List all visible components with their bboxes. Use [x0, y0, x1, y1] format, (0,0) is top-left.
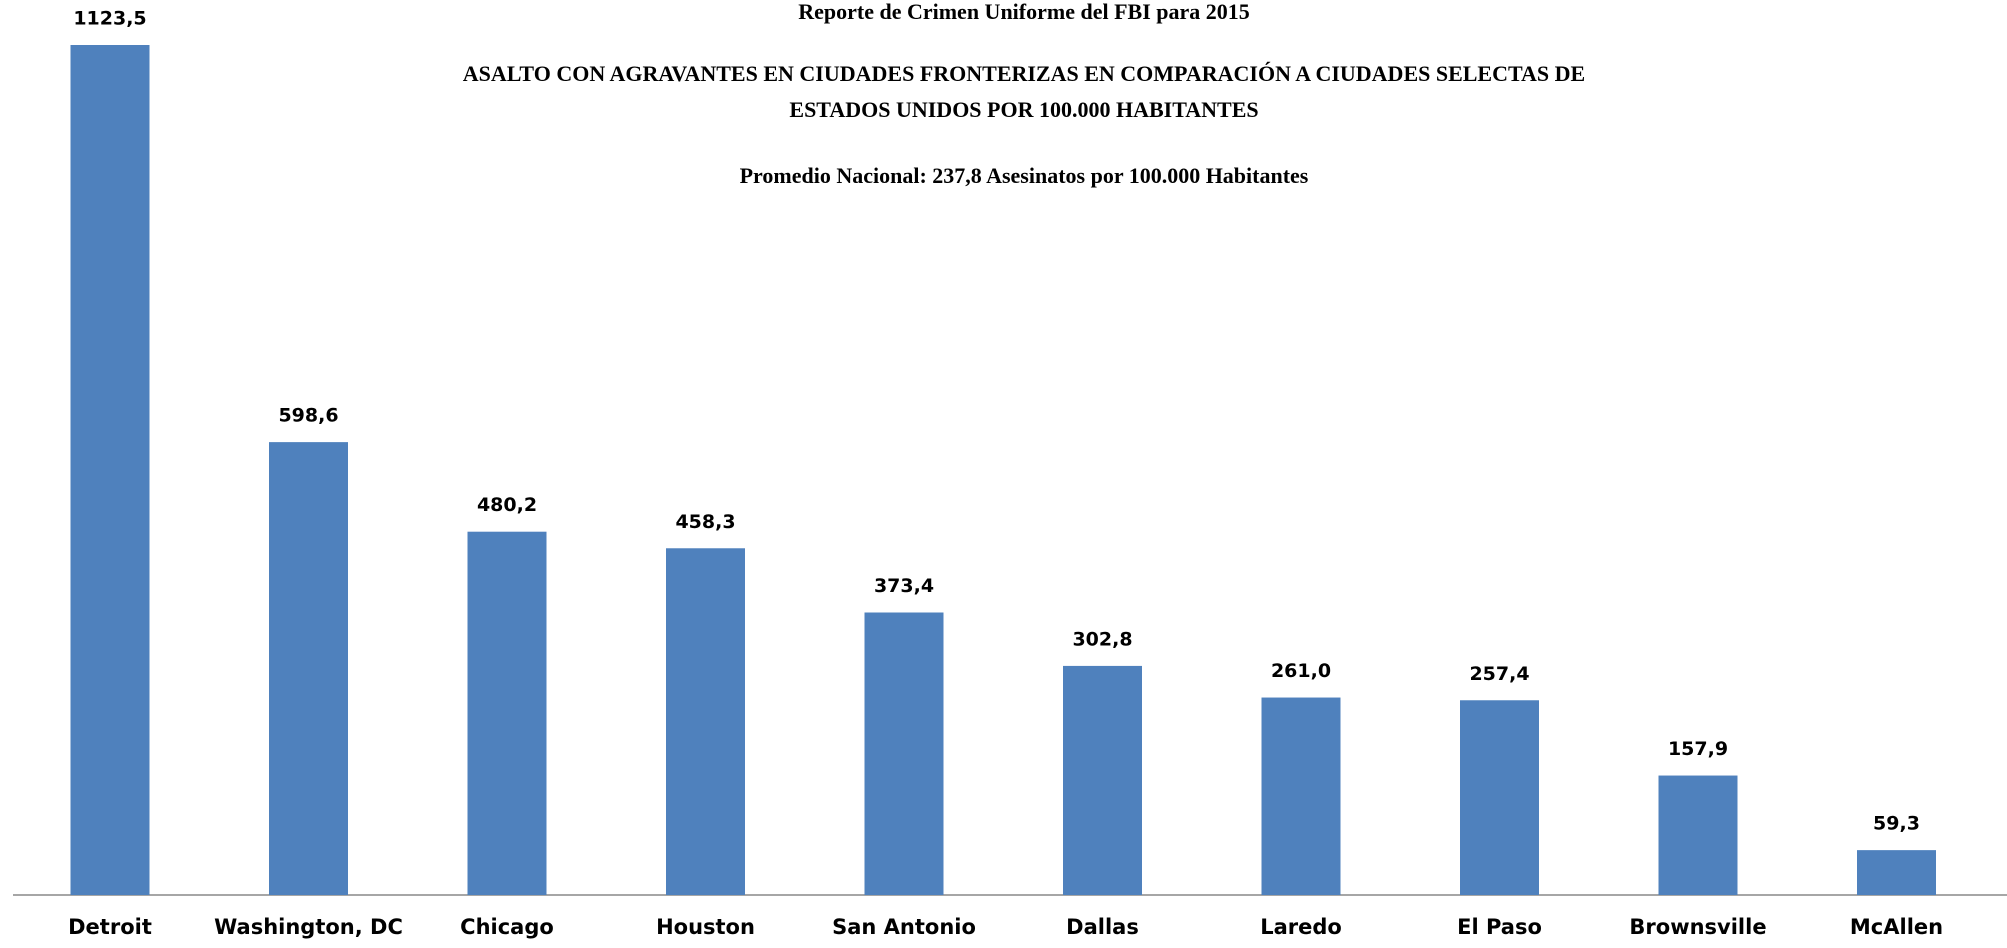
- x-tick-label: McAllen: [1850, 915, 1943, 939]
- chart-subtitle: ASALTO CON AGRAVANTES EN CIUDADES FRONTE…: [463, 61, 1585, 86]
- bar: [864, 612, 944, 895]
- data-label: 458,3: [675, 511, 735, 533]
- bar: [269, 442, 348, 895]
- bar: [1063, 665, 1142, 895]
- data-label: 157,9: [1668, 738, 1728, 760]
- chart-title: Reporte de Crimen Uniforme del FBI para …: [798, 0, 1250, 24]
- bar: [70, 45, 150, 895]
- x-tick-label: Brownsville: [1629, 915, 1766, 939]
- x-tick-label: Houston: [656, 915, 755, 939]
- bar: [1857, 850, 1936, 895]
- data-label: 257,4: [1469, 663, 1529, 685]
- annotation: Promedio Nacional: 237,8 Asesinatos por …: [740, 163, 1309, 188]
- x-tick-label: El Paso: [1457, 915, 1542, 939]
- data-label: 373,4: [874, 575, 934, 597]
- x-tick-label: Dallas: [1066, 915, 1139, 939]
- bar: [1261, 697, 1341, 895]
- data-label: 480,2: [477, 494, 537, 516]
- x-tick-label: Detroit: [68, 915, 152, 939]
- data-label: 598,6: [278, 405, 338, 427]
- x-tick-label: San Antonio: [832, 915, 976, 939]
- bar: [666, 548, 745, 895]
- x-tick-label: Laredo: [1260, 915, 1342, 939]
- x-tick-label: Washington, DC: [214, 915, 403, 939]
- bar: [1460, 700, 1539, 895]
- data-label: 261,0: [1271, 660, 1331, 682]
- data-label: 302,8: [1072, 628, 1132, 650]
- data-label: 59,3: [1873, 813, 1920, 835]
- x-tick-label: Chicago: [460, 915, 554, 939]
- data-label: 1123,5: [73, 8, 146, 30]
- chart-subtitle: ESTADOS UNIDOS POR 100.000 HABITANTES: [789, 97, 1258, 122]
- bar: [1658, 775, 1738, 895]
- bar: [467, 531, 547, 895]
